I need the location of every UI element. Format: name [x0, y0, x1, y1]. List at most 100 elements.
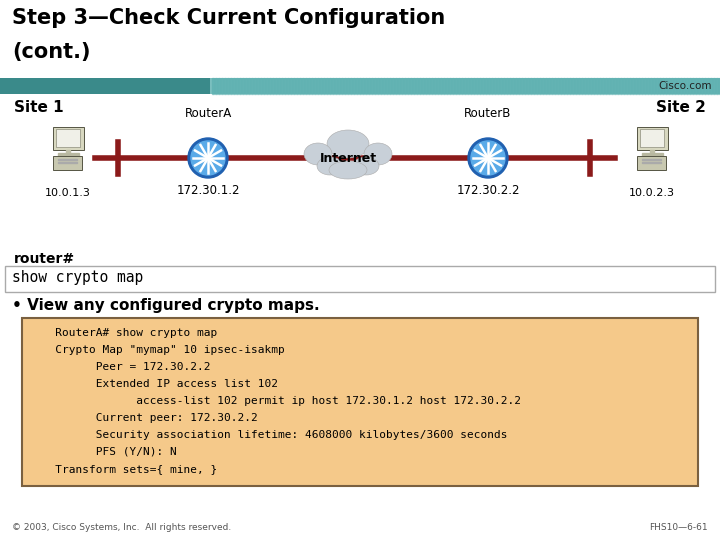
- Bar: [647, 78, 649, 94]
- Bar: [590, 78, 592, 94]
- Bar: [548, 78, 549, 94]
- Bar: [392, 78, 394, 94]
- Text: Site 2: Site 2: [656, 100, 706, 115]
- Bar: [335, 78, 336, 94]
- Bar: [305, 78, 307, 94]
- Ellipse shape: [364, 143, 392, 165]
- Bar: [641, 78, 642, 94]
- Bar: [698, 78, 700, 94]
- Bar: [416, 78, 418, 94]
- Bar: [470, 78, 472, 94]
- Bar: [692, 78, 693, 94]
- Bar: [275, 78, 276, 94]
- FancyBboxPatch shape: [0, 249, 720, 539]
- FancyBboxPatch shape: [53, 126, 84, 150]
- Text: (cont.): (cont.): [12, 42, 91, 62]
- Bar: [218, 78, 220, 94]
- Bar: [329, 78, 330, 94]
- Text: Site 1: Site 1: [14, 100, 63, 115]
- Bar: [407, 78, 408, 94]
- Bar: [662, 78, 664, 94]
- Text: Crypto Map "mymap" 10 ipsec-isakmp: Crypto Map "mymap" 10 ipsec-isakmp: [35, 345, 284, 355]
- Bar: [491, 78, 492, 94]
- Bar: [248, 78, 250, 94]
- Bar: [638, 78, 639, 94]
- Bar: [632, 78, 634, 94]
- Bar: [452, 78, 454, 94]
- Bar: [599, 78, 600, 94]
- Bar: [617, 78, 618, 94]
- Bar: [482, 78, 484, 94]
- Bar: [302, 78, 304, 94]
- Bar: [338, 78, 340, 94]
- Bar: [332, 78, 333, 94]
- Bar: [626, 78, 628, 94]
- Bar: [281, 78, 282, 94]
- Bar: [431, 78, 433, 94]
- Bar: [278, 78, 279, 94]
- Bar: [665, 78, 667, 94]
- Bar: [701, 78, 703, 94]
- Bar: [566, 78, 567, 94]
- Bar: [458, 78, 459, 94]
- FancyBboxPatch shape: [0, 94, 720, 249]
- Bar: [473, 78, 474, 94]
- Circle shape: [191, 141, 225, 175]
- Text: RouterA: RouterA: [184, 107, 232, 120]
- Bar: [614, 78, 616, 94]
- Text: RouterB: RouterB: [464, 107, 512, 120]
- FancyBboxPatch shape: [210, 78, 720, 94]
- Bar: [485, 78, 487, 94]
- Bar: [602, 78, 603, 94]
- Text: show crypto map: show crypto map: [12, 270, 143, 285]
- Bar: [461, 78, 462, 94]
- Text: 10.0.2.3: 10.0.2.3: [629, 188, 675, 198]
- Bar: [653, 78, 654, 94]
- Text: Transform sets={ mine, }: Transform sets={ mine, }: [35, 464, 217, 474]
- Bar: [314, 78, 315, 94]
- Bar: [596, 78, 598, 94]
- Bar: [710, 78, 711, 94]
- Bar: [584, 78, 585, 94]
- Bar: [593, 78, 595, 94]
- Bar: [476, 78, 477, 94]
- Bar: [530, 78, 531, 94]
- Bar: [266, 78, 268, 94]
- Bar: [707, 78, 708, 94]
- Bar: [398, 78, 400, 94]
- Bar: [542, 78, 544, 94]
- Bar: [311, 78, 312, 94]
- Bar: [683, 78, 685, 94]
- Bar: [572, 78, 574, 94]
- Circle shape: [471, 141, 505, 175]
- Bar: [239, 78, 240, 94]
- Bar: [368, 78, 369, 94]
- Bar: [605, 78, 606, 94]
- Text: access-list 102 permit ip host 172.30.1.2 host 172.30.2.2: access-list 102 permit ip host 172.30.1.…: [35, 396, 521, 406]
- Text: Security association lifetime: 4608000 kilobytes/3600 seconds: Security association lifetime: 4608000 k…: [35, 430, 508, 440]
- Bar: [404, 78, 405, 94]
- Bar: [326, 78, 328, 94]
- Bar: [293, 78, 294, 94]
- Bar: [371, 78, 372, 94]
- Bar: [389, 78, 390, 94]
- Bar: [509, 78, 510, 94]
- Text: Internet: Internet: [320, 152, 377, 165]
- Text: Cisco.com: Cisco.com: [659, 81, 712, 91]
- Bar: [512, 78, 513, 94]
- Bar: [569, 78, 570, 94]
- Bar: [437, 78, 438, 94]
- Bar: [575, 78, 577, 94]
- Bar: [536, 78, 538, 94]
- Bar: [503, 78, 505, 94]
- Bar: [704, 78, 706, 94]
- Bar: [560, 78, 562, 94]
- Bar: [233, 78, 235, 94]
- Bar: [677, 78, 678, 94]
- Bar: [413, 78, 415, 94]
- Ellipse shape: [327, 130, 369, 158]
- Bar: [554, 78, 556, 94]
- Bar: [287, 78, 289, 94]
- Text: router#: router#: [14, 252, 75, 266]
- Bar: [464, 78, 466, 94]
